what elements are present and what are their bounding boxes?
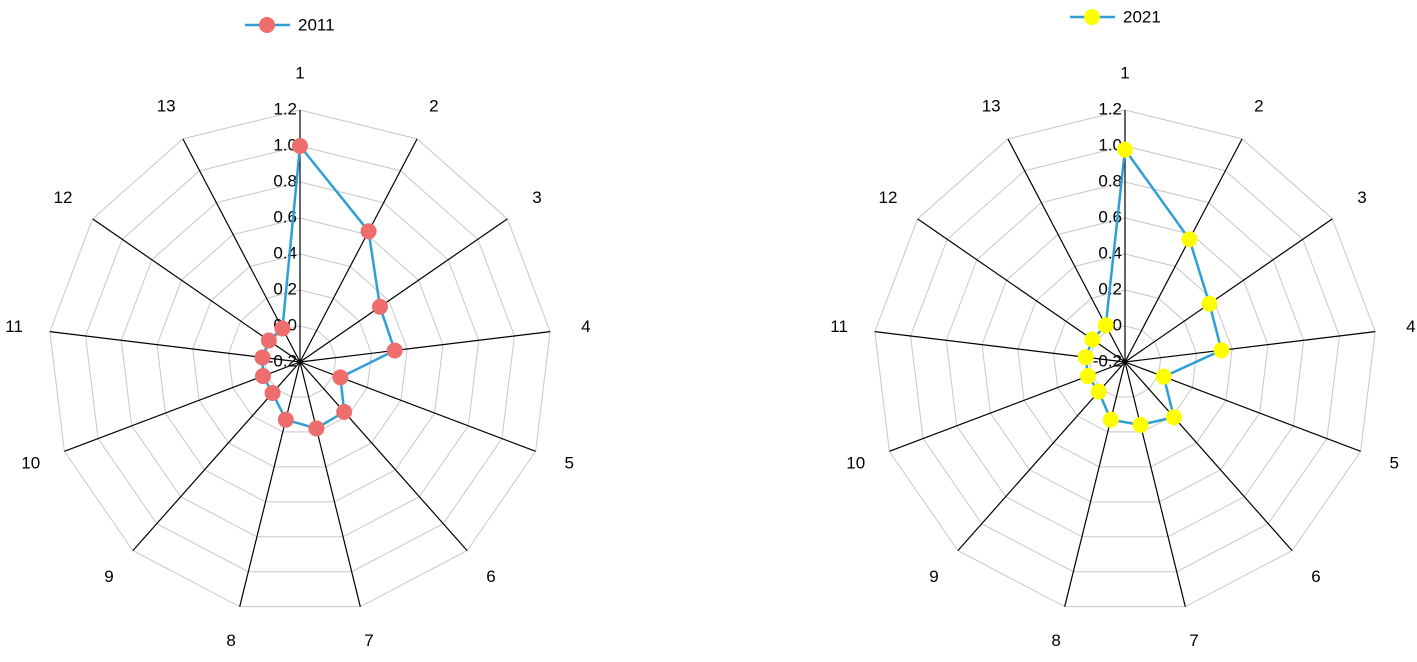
grid-ring: [981, 217, 1269, 503]
grid-ring: [192, 253, 408, 468]
point: [1132, 416, 1149, 433]
category-label: 6: [1311, 567, 1320, 586]
tick-label: 0.8: [1098, 171, 1122, 190]
point: [1117, 141, 1133, 158]
grid-ring: [120, 181, 480, 538]
grid-ring: [910, 145, 1340, 573]
spoke: [1124, 331, 1376, 363]
point: [277, 411, 294, 428]
point: [254, 368, 271, 385]
point: [386, 342, 403, 359]
legend-label: 2021: [1123, 7, 1161, 26]
grid-ring: [228, 289, 372, 433]
point: [1084, 331, 1101, 348]
spoke: [1124, 361, 1293, 552]
grid-ring: [1053, 289, 1197, 433]
category-label: 12: [54, 188, 73, 207]
category-label: 7: [364, 631, 373, 650]
grid-ring: [49, 109, 551, 608]
category-label: 9: [104, 567, 113, 586]
grid-ring: [874, 109, 1376, 608]
tick-label: 1.0: [1098, 135, 1122, 154]
grid-ring: [156, 217, 444, 503]
category-label: 10: [846, 454, 865, 473]
point: [264, 384, 281, 401]
tick-label: 0.6: [273, 207, 297, 226]
point: [371, 298, 388, 315]
spoke: [1124, 218, 1333, 363]
point: [360, 223, 377, 240]
point: [260, 332, 277, 349]
category-label: 1: [295, 63, 304, 82]
category-label: 13: [982, 96, 1001, 115]
point: [274, 320, 291, 337]
category-label: 12: [879, 188, 898, 207]
tick-label: -0.2: [268, 351, 297, 370]
tick-label: 0.4: [273, 243, 297, 262]
legend-marker: [259, 17, 275, 33]
spoke: [1124, 138, 1243, 363]
spoke: [299, 331, 551, 363]
spoke: [299, 138, 418, 363]
category-label: 13: [157, 96, 176, 115]
legend-marker: [1084, 9, 1100, 25]
tick-label: 0.4: [1098, 243, 1122, 262]
category-label: 5: [565, 454, 574, 473]
grid-ring: [85, 145, 515, 573]
category-label: 2: [429, 96, 438, 115]
tick-label: 0.8: [273, 171, 297, 190]
point: [308, 420, 325, 437]
tick-label: 1.2: [273, 99, 297, 118]
point: [1181, 231, 1198, 248]
spoke: [299, 218, 508, 363]
tick-label: 1.2: [1098, 99, 1122, 118]
legend-label: 2011: [298, 15, 335, 34]
spoke: [299, 361, 361, 607]
point: [1165, 409, 1182, 426]
category-label: 10: [21, 454, 40, 473]
spoke: [239, 361, 301, 607]
tick-label: -0.2: [1093, 351, 1122, 370]
category-label: 8: [226, 631, 235, 650]
point: [1079, 368, 1096, 385]
point: [292, 138, 308, 154]
category-label: 4: [1406, 317, 1415, 336]
grid-ring: [1017, 253, 1233, 468]
spoke: [1064, 361, 1126, 607]
category-label: 6: [486, 567, 495, 586]
category-label: 11: [5, 317, 23, 336]
grid-ring: [945, 181, 1305, 538]
point: [1090, 383, 1107, 400]
point: [336, 403, 353, 420]
category-label: 9: [929, 567, 938, 586]
category-label: 2: [1254, 96, 1263, 115]
point: [1201, 295, 1218, 312]
point: [1077, 349, 1094, 366]
point: [1155, 368, 1172, 385]
point: [1213, 342, 1230, 359]
category-label: 8: [1051, 631, 1060, 650]
category-label: 11: [830, 317, 848, 336]
category-label: 7: [1189, 631, 1198, 650]
category-label: 4: [581, 317, 590, 336]
category-label: 3: [1357, 188, 1366, 207]
tick-label: 1.0: [273, 135, 297, 154]
spoke: [1124, 361, 1186, 607]
point: [1097, 317, 1114, 334]
spoke: [299, 361, 468, 552]
category-label: 1: [1120, 63, 1129, 82]
category-label: 3: [532, 188, 541, 207]
point: [254, 349, 271, 366]
point: [1102, 411, 1119, 428]
category-label: 5: [1390, 454, 1399, 473]
point: [332, 369, 349, 386]
